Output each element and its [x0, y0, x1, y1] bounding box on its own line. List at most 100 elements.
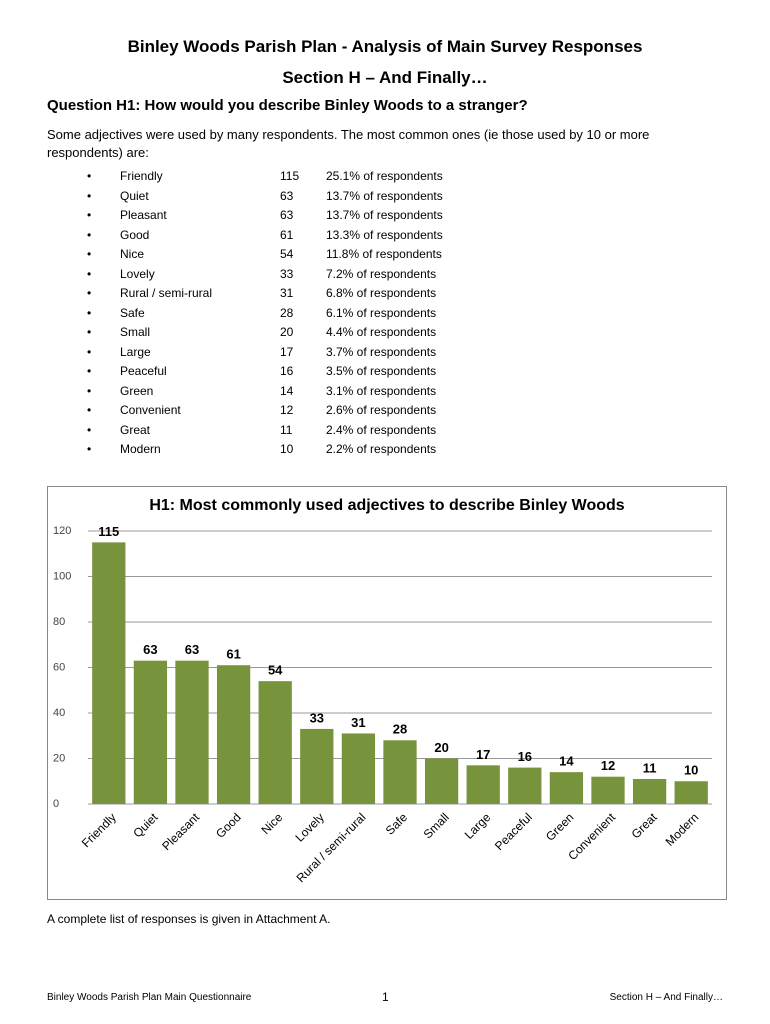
bullet: • — [87, 208, 92, 222]
y-tick-label: 80 — [53, 616, 65, 628]
y-tick-label: 60 — [53, 661, 65, 673]
y-tick-label: 120 — [53, 525, 71, 537]
list-share: 6.8% of respondents — [326, 286, 437, 300]
list-count: 54 — [280, 247, 294, 261]
bullet: • — [87, 422, 92, 437]
list-count: 16 — [280, 364, 294, 378]
y-tick-label: 20 — [53, 752, 65, 764]
bar — [216, 665, 251, 804]
list-share: 11.8% of respondents — [326, 247, 442, 261]
page-number: 1 — [382, 990, 389, 1004]
bullet: • — [87, 188, 92, 203]
bar — [341, 733, 376, 804]
value-label: 61 — [226, 647, 240, 662]
bar — [508, 767, 542, 804]
bar — [591, 776, 625, 804]
bullet: • — [87, 442, 92, 456]
list-share: 25.1% of respondents — [326, 169, 443, 183]
y-tick-label: 100 — [53, 570, 71, 582]
bullet: • — [87, 247, 92, 261]
bar — [466, 765, 500, 804]
list-share: 2.4% of respondents — [326, 422, 437, 437]
list-share: 7.2% of respondents — [326, 266, 437, 281]
value-label: 28 — [393, 722, 407, 737]
list-word: Large — [120, 344, 151, 359]
intro: Some adjectives were used by many respon… — [47, 127, 650, 160]
value-label: 10 — [684, 763, 698, 778]
list-share: 13.7% of respondents — [326, 208, 443, 222]
bullet: • — [87, 305, 92, 320]
y-tick-label: 0 — [53, 798, 59, 810]
question: Question H1: How would you describe Binl… — [47, 97, 528, 114]
footer-right: Section H – And Finally… — [609, 992, 723, 1003]
section-title: Section H – And Finally… — [282, 68, 488, 87]
value-label: 20 — [434, 740, 448, 755]
bar — [92, 542, 126, 804]
bar — [258, 681, 292, 804]
bullet: • — [87, 169, 92, 183]
bullet: • — [87, 344, 92, 359]
doc-title: Binley Woods Parish Plan - Analysis of M… — [127, 37, 643, 56]
value-label: 63 — [185, 642, 199, 657]
bar — [383, 740, 417, 804]
list-share: 2.2% of respondents — [326, 442, 437, 456]
value-label: 33 — [310, 710, 324, 725]
bullet: • — [87, 286, 92, 300]
list-count: 10 — [280, 442, 294, 456]
bullet: • — [87, 325, 92, 339]
list-count: 11 — [280, 422, 293, 437]
list-count: 61 — [280, 227, 294, 242]
value-label: 14 — [559, 754, 574, 769]
list-word: Small — [120, 325, 151, 339]
value-label: 54 — [268, 663, 283, 678]
value-label: 115 — [98, 524, 119, 539]
bar — [549, 772, 584, 804]
bullet: • — [87, 403, 92, 417]
list-count: 20 — [280, 325, 294, 339]
y-tick-label: 40 — [53, 707, 65, 719]
list-word: Peaceful — [120, 364, 167, 378]
chart-title: H1: Most commonly used adjectives to des… — [149, 497, 624, 514]
list-word: Nice — [120, 247, 145, 261]
value-label: 12 — [601, 758, 615, 773]
value-label: 31 — [351, 715, 365, 730]
list-count: 63 — [280, 208, 294, 222]
list-count: 14 — [280, 383, 294, 398]
list-count: 12 — [280, 403, 294, 417]
value-label: 63 — [143, 642, 157, 657]
footer-left: Binley Woods Parish Plan Main Questionna… — [47, 992, 252, 1003]
value-label: 16 — [518, 749, 532, 764]
list-share: 4.4% of respondents — [326, 325, 437, 339]
list-word: Green — [120, 383, 154, 398]
bar — [175, 660, 209, 804]
list-word: Quiet — [120, 188, 149, 203]
list-word: Great — [120, 422, 151, 437]
bullet: • — [87, 227, 92, 242]
list-count: 31 — [280, 286, 294, 300]
list-word: Lovely — [120, 266, 155, 281]
list-share: 13.7% of respondents — [326, 188, 443, 203]
list-share: 3.7% of respondents — [326, 344, 437, 359]
list-count: 115 — [280, 169, 300, 183]
list-word: Pleasant — [120, 208, 167, 222]
list-word: Rural / semi-rural — [120, 286, 213, 300]
list-share: 3.1% of respondents — [326, 383, 437, 398]
list-word: Good — [120, 227, 150, 242]
bar — [674, 781, 708, 804]
bar — [424, 758, 459, 804]
value-label: 11 — [643, 760, 657, 775]
bar — [133, 660, 168, 804]
list-count: 63 — [280, 188, 294, 203]
list-word: Friendly — [120, 169, 163, 183]
list-share: 6.1% of respondents — [326, 305, 437, 320]
note: A complete list of responses is given in… — [47, 912, 331, 926]
bullet: • — [87, 364, 92, 378]
list-count: 33 — [280, 266, 294, 281]
bar — [632, 778, 667, 804]
list-count: 28 — [280, 305, 294, 320]
value-label: 17 — [476, 747, 490, 762]
list-word: Safe — [120, 305, 145, 320]
bar — [300, 728, 334, 804]
list-share: 3.5% of respondents — [326, 364, 437, 378]
bullet: • — [87, 266, 92, 281]
